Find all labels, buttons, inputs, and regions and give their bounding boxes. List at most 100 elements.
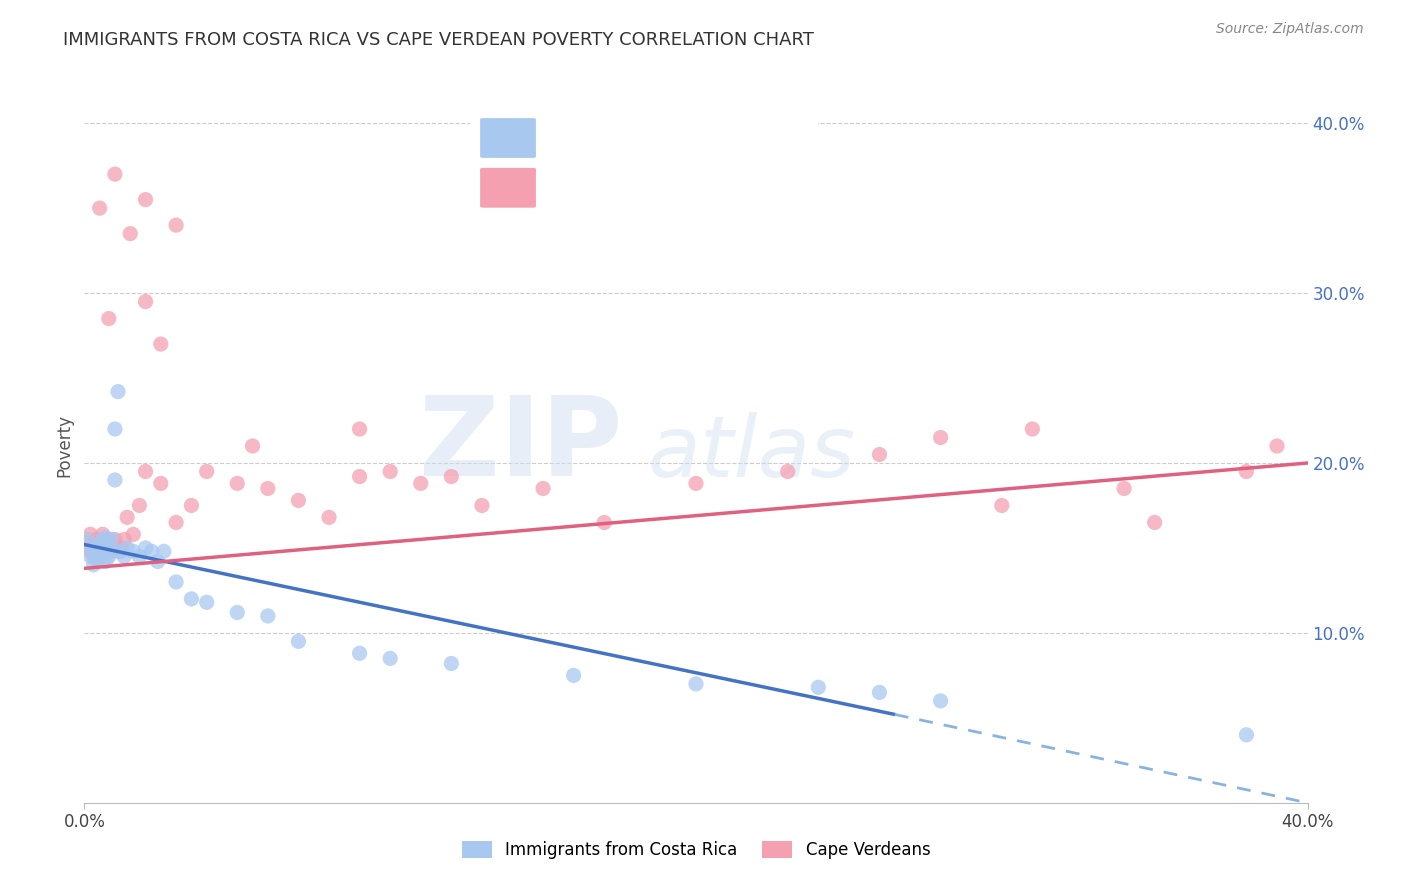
Point [1236,728,1258,742]
Point [104,422,127,436]
Point [242,439,264,453]
Point [112,533,135,547]
Point [107,544,129,558]
Point [122,544,145,558]
Point [149,476,172,491]
Point [83,558,105,572]
Point [128,549,150,564]
Point [685,476,707,491]
Point [97,549,120,564]
Point [79,549,101,564]
Point [869,685,891,699]
Point [135,294,157,309]
Point [1114,482,1136,496]
Point [776,465,799,479]
Point [226,476,249,491]
Point [1236,465,1258,479]
Point [287,634,309,648]
Point [115,541,138,555]
Point [869,448,891,462]
Point [94,555,117,569]
Point [89,551,111,566]
Point [86,544,108,558]
Point [89,537,111,551]
Point [593,516,616,530]
Point [91,549,114,564]
Point [110,544,132,558]
Point [226,606,249,620]
Point [97,311,120,326]
Point [91,541,114,555]
Point [89,201,111,215]
Point [94,533,117,547]
Point [91,533,114,547]
Point [380,465,402,479]
Point [991,499,1014,513]
Point [97,541,120,555]
Point [349,469,371,483]
Point [409,476,432,491]
Point [562,668,585,682]
Point [807,680,830,694]
Point [89,549,111,564]
Text: IMMIGRANTS FROM COSTA RICA VS CAPE VERDEAN POVERTY CORRELATION CHART: IMMIGRANTS FROM COSTA RICA VS CAPE VERDE… [63,31,814,49]
Point [349,646,371,660]
Point [120,227,142,241]
Point [349,422,371,436]
Point [135,193,157,207]
Point [122,527,145,541]
Point [104,167,127,181]
Point [195,595,218,609]
Point [97,541,120,555]
Point [135,541,157,555]
Point [287,493,309,508]
Point [471,499,494,513]
Point [1021,422,1043,436]
Point [440,657,463,671]
Point [94,544,117,558]
Point [257,608,280,623]
Point [94,531,117,545]
Point [89,546,111,560]
Point [318,510,340,524]
Point [101,533,124,547]
Legend: Immigrants from Costa Rica, Cape Verdeans: Immigrants from Costa Rica, Cape Verdean… [456,834,936,866]
Point [91,537,114,551]
Point [380,651,402,665]
Text: atlas: atlas [647,411,855,495]
Point [89,541,111,555]
Point [929,694,952,708]
Point [112,549,135,564]
Point [165,574,187,589]
Point [76,533,98,547]
Point [86,539,108,553]
Point [104,533,127,547]
Point [128,499,150,513]
Point [94,544,117,558]
Point [83,537,105,551]
Point [180,591,202,606]
Point [101,544,124,558]
Point [135,465,157,479]
Point [104,537,127,551]
Point [165,516,187,530]
Text: ZIP: ZIP [419,392,623,500]
Point [180,499,202,513]
Point [440,469,463,483]
Y-axis label: Poverty: Poverty [55,415,73,477]
Point [79,527,101,541]
Point [146,555,169,569]
Point [83,549,105,564]
Point [195,465,218,479]
Point [79,541,101,555]
Point [257,482,280,496]
Point [141,544,163,558]
Point [115,510,138,524]
Point [83,544,105,558]
Point [929,430,952,444]
Point [101,544,124,558]
Point [1265,439,1288,453]
Point [79,544,101,558]
Point [149,337,172,351]
Point [76,537,98,551]
